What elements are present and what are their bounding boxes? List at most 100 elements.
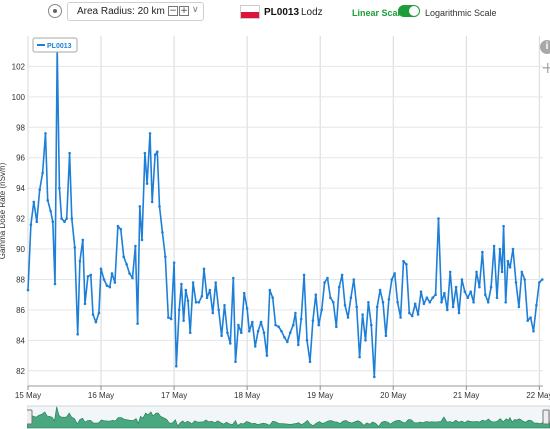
data-point[interactable] [232,276,235,280]
data-point[interactable] [234,360,237,364]
data-point[interactable] [125,263,128,266]
data-point[interactable] [140,238,144,242]
data-point[interactable] [431,296,435,300]
data-point[interactable] [504,301,508,304]
data-point[interactable] [508,266,512,269]
data-point[interactable] [76,333,79,336]
data-point[interactable] [500,270,504,274]
data-point[interactable] [105,284,109,287]
data-point[interactable] [410,314,414,318]
data-point[interactable] [469,290,473,294]
data-point[interactable] [38,188,41,191]
data-point[interactable] [91,313,95,316]
data-point[interactable] [520,270,524,274]
data-point[interactable] [486,301,490,304]
data-point[interactable] [472,301,475,304]
data-point[interactable] [194,301,198,304]
data-point[interactable] [229,342,232,345]
data-point[interactable] [367,301,370,304]
data-point[interactable] [492,244,496,248]
data-point[interactable] [425,296,429,300]
data-point[interactable] [63,220,66,223]
data-point[interactable] [416,313,420,316]
zoom-plus-icon[interactable]: + [541,58,550,77]
data-point[interactable] [26,288,30,292]
data-point[interactable] [437,217,440,220]
radius-increase-icon[interactable]: + [179,6,189,16]
data-point[interactable] [256,329,260,333]
data-point[interactable] [355,305,359,309]
data-point[interactable] [164,255,167,258]
data-point[interactable] [405,263,408,266]
data-point[interactable] [463,290,467,294]
data-point[interactable] [337,285,341,289]
data-point[interactable] [46,199,49,202]
data-point[interactable] [535,304,538,307]
data-point[interactable] [29,223,33,226]
data-point[interactable] [188,331,192,335]
data-point[interactable] [73,246,77,249]
data-point[interactable] [326,276,329,280]
data-point[interactable] [349,296,353,300]
data-point[interactable] [457,311,461,315]
data-point[interactable] [413,302,417,306]
data-point[interactable] [335,325,338,329]
area-radius-select[interactable]: Area Radius: 20 km − + ∨ [67,2,204,21]
data-point[interactable] [86,275,90,278]
linear-scale-label[interactable]: Linear Scale [352,8,406,18]
data-point[interactable] [150,200,154,204]
data-point[interactable] [294,311,297,315]
data-point[interactable] [517,305,521,309]
data-point[interactable] [242,291,246,295]
data-point[interactable] [134,244,137,248]
data-point[interactable] [460,278,464,281]
data-point[interactable] [514,281,518,284]
data-point[interactable] [532,329,535,333]
data-point[interactable] [145,182,149,185]
data-point[interactable] [102,278,106,281]
data-point[interactable] [44,132,47,135]
data-point[interactable] [340,273,344,277]
data-point[interactable] [381,301,385,304]
data-point[interactable] [475,270,478,274]
data-point[interactable] [396,301,399,304]
data-point[interactable] [119,228,123,231]
data-point[interactable] [346,316,350,319]
data-point[interactable] [113,281,117,284]
data-point[interactable] [58,186,61,190]
data-point[interactable] [110,272,114,275]
data-point[interactable] [541,278,544,281]
data-point[interactable] [280,329,283,333]
data-point[interactable] [317,323,321,327]
data-point[interactable] [205,296,209,300]
data-point[interactable] [32,200,36,204]
data-point[interactable] [523,278,526,281]
data-point[interactable] [83,302,87,306]
data-point[interactable] [245,307,249,310]
data-point[interactable] [511,247,515,251]
data-point[interactable] [202,267,206,271]
legend-box[interactable] [32,37,78,53]
data-point[interactable] [94,320,98,324]
data-point[interactable] [502,224,505,228]
data-point[interactable] [200,294,204,298]
data-point[interactable] [297,343,300,347]
data-point[interactable] [320,308,324,312]
data-point[interactable] [526,319,529,322]
data-point[interactable] [283,336,286,339]
data-point[interactable] [248,329,251,333]
data-point[interactable] [214,281,217,284]
data-point[interactable] [262,331,266,335]
data-point[interactable] [434,293,437,297]
data-point[interactable] [498,247,502,251]
data-point[interactable] [208,288,212,292]
data-point[interactable] [180,282,183,286]
data-point[interactable] [375,305,379,309]
data-point[interactable] [323,281,326,284]
data-point[interactable] [226,331,229,335]
data-point[interactable] [443,291,446,295]
data-point[interactable] [49,209,52,213]
data-point[interactable] [143,151,147,155]
data-point[interactable] [271,296,275,300]
data-point[interactable] [370,323,373,327]
